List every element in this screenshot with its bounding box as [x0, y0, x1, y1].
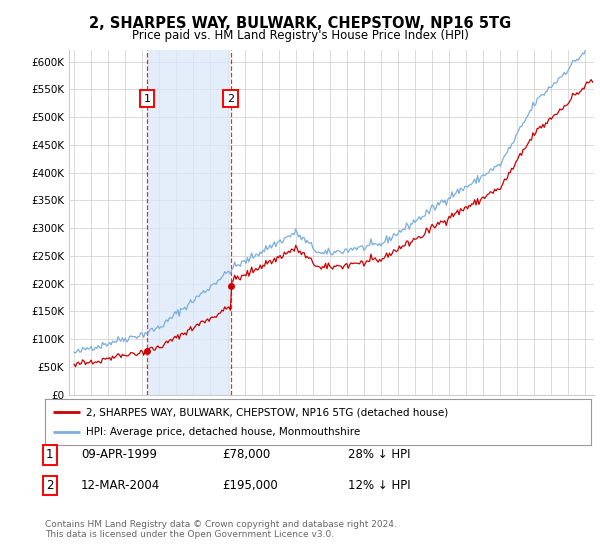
Text: 2, SHARPES WAY, BULWARK, CHEPSTOW, NP16 5TG: 2, SHARPES WAY, BULWARK, CHEPSTOW, NP16 …	[89, 16, 511, 31]
Text: 28% ↓ HPI: 28% ↓ HPI	[348, 448, 410, 461]
Text: £195,000: £195,000	[222, 479, 278, 492]
Text: 2, SHARPES WAY, BULWARK, CHEPSTOW, NP16 5TG (detached house): 2, SHARPES WAY, BULWARK, CHEPSTOW, NP16 …	[86, 407, 448, 417]
Text: 1: 1	[143, 94, 151, 104]
Text: 2: 2	[46, 479, 53, 492]
Text: Contains HM Land Registry data © Crown copyright and database right 2024.
This d: Contains HM Land Registry data © Crown c…	[45, 520, 397, 539]
Text: 12-MAR-2004: 12-MAR-2004	[81, 479, 160, 492]
Text: HPI: Average price, detached house, Monmouthshire: HPI: Average price, detached house, Monm…	[86, 427, 360, 437]
Text: £78,000: £78,000	[222, 448, 270, 461]
Text: 12% ↓ HPI: 12% ↓ HPI	[348, 479, 410, 492]
Text: 1: 1	[46, 448, 53, 461]
Text: 09-APR-1999: 09-APR-1999	[81, 448, 157, 461]
Text: 2: 2	[227, 94, 234, 104]
Text: Price paid vs. HM Land Registry's House Price Index (HPI): Price paid vs. HM Land Registry's House …	[131, 29, 469, 42]
